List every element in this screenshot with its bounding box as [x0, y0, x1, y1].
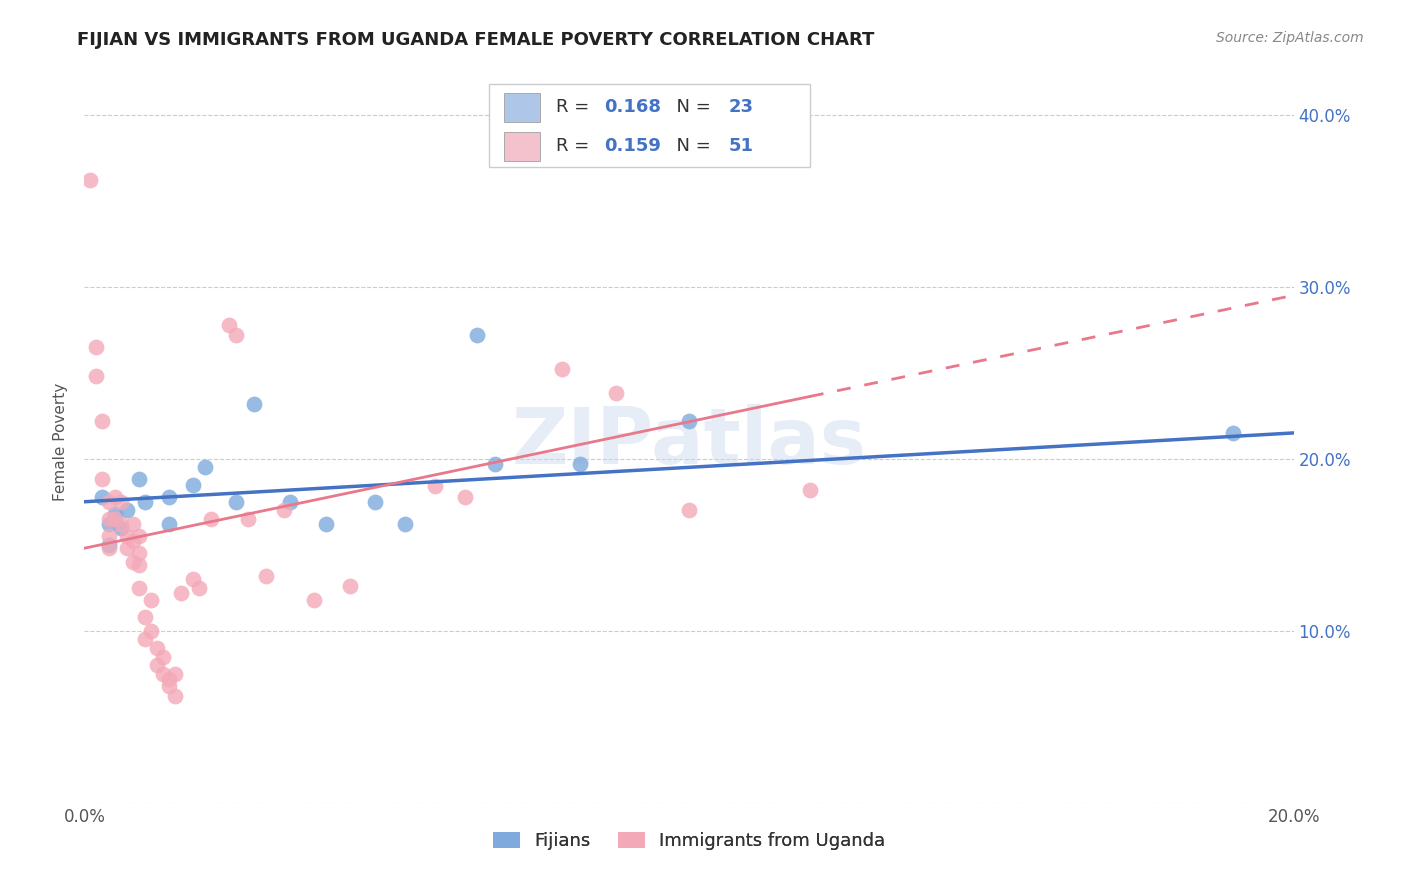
Text: R =: R = [555, 137, 595, 155]
Point [236, 512, 259, 526]
Point [110, 520, 132, 534]
Point [97, 529, 120, 543]
Point [799, 483, 821, 497]
Point [91, 490, 114, 504]
Point [110, 517, 132, 532]
Point [181, 477, 204, 491]
Point [152, 649, 174, 664]
Point [157, 517, 180, 532]
Point [165, 689, 187, 703]
Point [86, 369, 108, 384]
Point [188, 581, 211, 595]
Point [97, 494, 120, 508]
Point [157, 490, 180, 504]
Point [146, 640, 169, 655]
FancyBboxPatch shape [489, 84, 810, 167]
Point [121, 555, 143, 569]
Point [181, 572, 204, 586]
Point [678, 414, 700, 428]
Text: R =: R = [555, 98, 595, 116]
Point [104, 507, 127, 521]
Text: N =: N = [665, 137, 716, 155]
Point [454, 490, 477, 504]
Point [170, 586, 193, 600]
Point [551, 362, 574, 376]
Text: 23: 23 [728, 98, 754, 116]
Point [128, 529, 150, 543]
Point [278, 494, 301, 508]
Point [157, 672, 180, 686]
Point [121, 517, 143, 532]
Point [79, 173, 101, 187]
Point [139, 592, 162, 607]
Text: N =: N = [665, 98, 716, 116]
Point [605, 386, 627, 401]
Point [678, 503, 700, 517]
Point [225, 327, 247, 342]
Point [86, 340, 108, 354]
Text: 0.168: 0.168 [605, 98, 661, 116]
Y-axis label: Female Poverty: Female Poverty [53, 383, 69, 500]
Point [104, 490, 127, 504]
Point [134, 632, 156, 647]
Text: FIJIAN VS IMMIGRANTS FROM UGANDA FEMALE POVERTY CORRELATION CHART: FIJIAN VS IMMIGRANTS FROM UGANDA FEMALE … [77, 31, 875, 49]
Text: 51: 51 [728, 137, 754, 155]
Point [97, 512, 120, 526]
FancyBboxPatch shape [503, 132, 540, 161]
Point [467, 327, 489, 342]
Point [394, 517, 416, 532]
Point [128, 546, 150, 560]
Point [115, 503, 138, 517]
Point [1222, 425, 1244, 440]
Point [91, 472, 114, 486]
Legend: Fijians, Immigrants from Uganda: Fijians, Immigrants from Uganda [484, 822, 894, 859]
Point [104, 512, 127, 526]
Point [115, 529, 138, 543]
FancyBboxPatch shape [503, 93, 540, 121]
Point [128, 472, 150, 486]
Text: Source: ZipAtlas.com: Source: ZipAtlas.com [1216, 31, 1364, 45]
Point [200, 512, 222, 526]
Point [254, 568, 277, 582]
Point [165, 666, 187, 681]
Point [91, 414, 114, 428]
Point [157, 679, 180, 693]
Point [273, 503, 295, 517]
Point [484, 457, 506, 471]
Point [302, 592, 325, 607]
Point [194, 460, 217, 475]
Point [242, 397, 264, 411]
Point [110, 494, 132, 508]
Point [339, 579, 361, 593]
Point [139, 624, 162, 638]
Point [363, 494, 385, 508]
Point [218, 318, 240, 332]
Point [115, 541, 138, 556]
Point [225, 494, 247, 508]
Point [128, 581, 150, 595]
Point [121, 534, 143, 549]
Point [134, 494, 156, 508]
Text: ZIPatlas: ZIPatlas [512, 403, 866, 480]
Point [146, 658, 169, 673]
Point [152, 666, 174, 681]
Point [315, 517, 337, 532]
Point [97, 517, 120, 532]
Text: 0.159: 0.159 [605, 137, 661, 155]
Point [134, 610, 156, 624]
Point [569, 457, 592, 471]
Point [423, 479, 446, 493]
Point [128, 558, 150, 573]
Point [97, 538, 120, 552]
Point [97, 541, 120, 556]
